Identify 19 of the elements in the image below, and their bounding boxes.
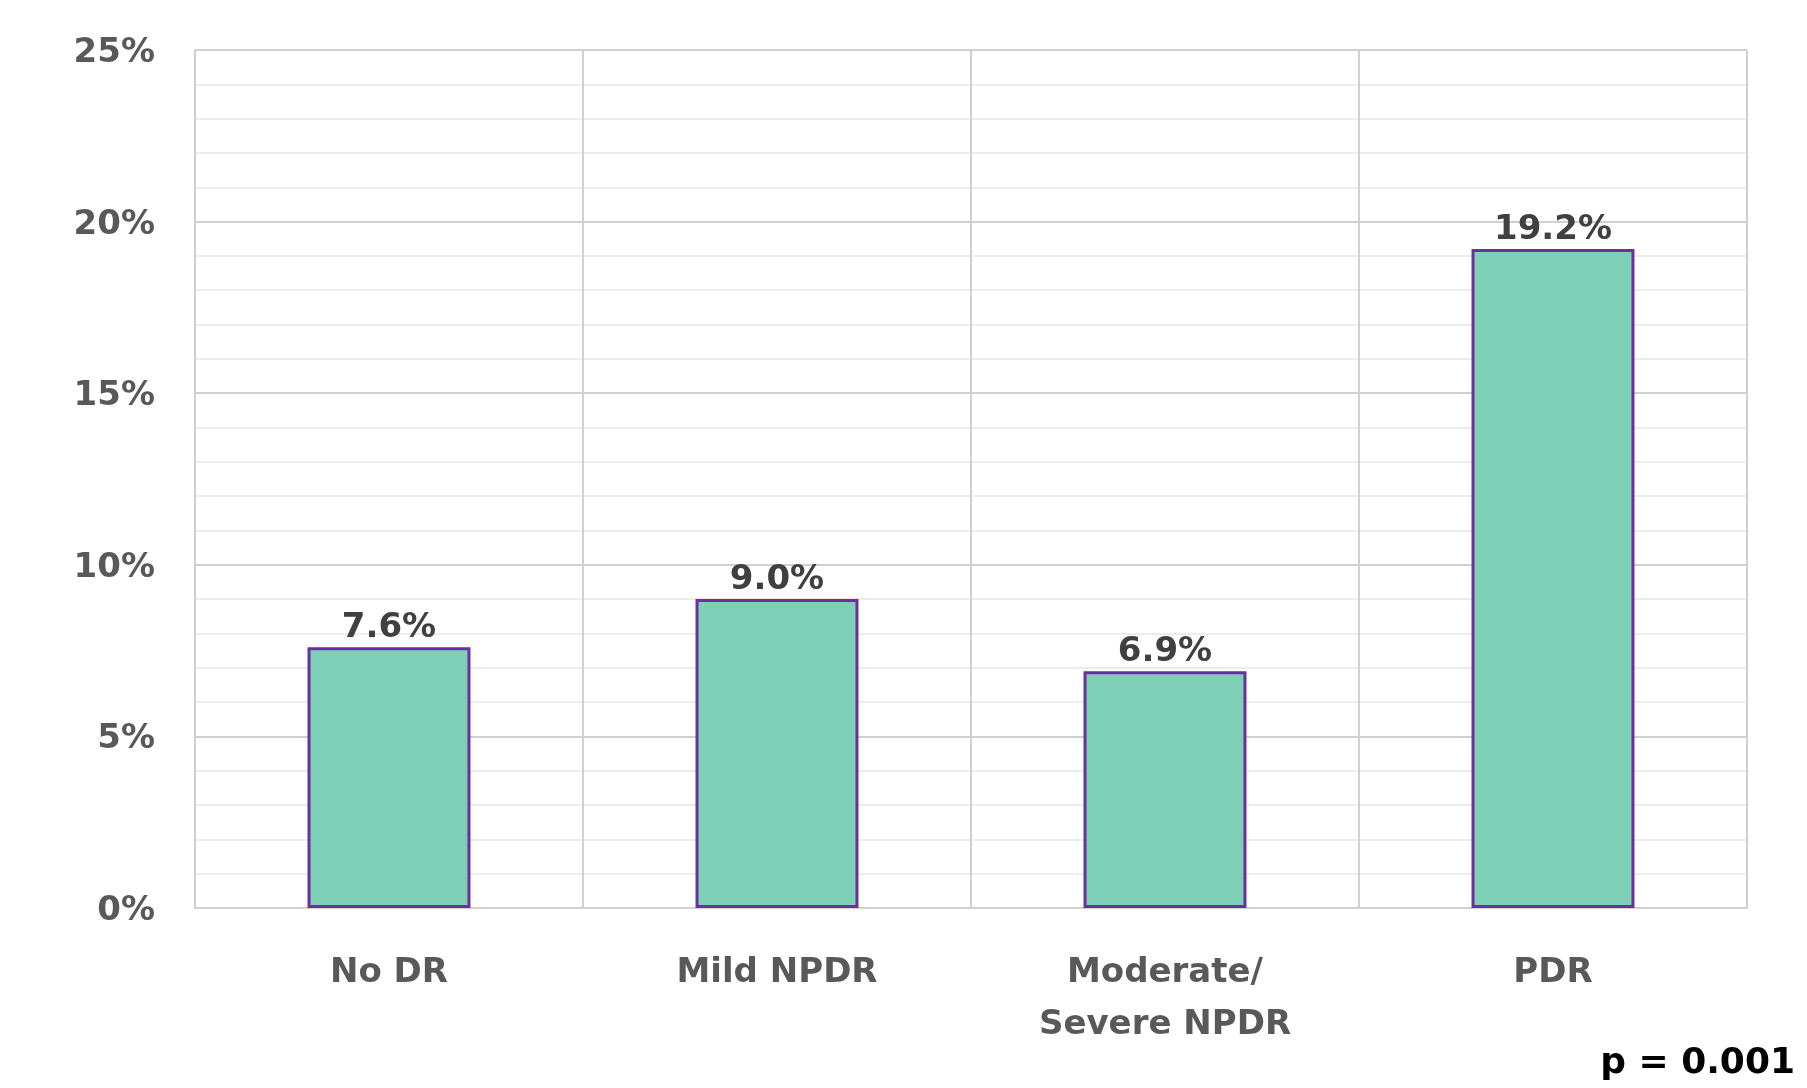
bar [1083,671,1247,908]
data-label: 6.9% [1117,629,1213,670]
x-tick-label: Mild NPDR [676,950,878,990]
x-tick-label: Moderate/ Severe NPDR [1038,950,1292,1042]
data-label: 9.0% [729,557,825,598]
bar [1471,249,1635,908]
y-tick-label: 0% [97,888,155,928]
x-tick-label: PDR [1513,950,1593,990]
y-tick-label: 20% [73,201,155,242]
y-tick-label: 25% [73,30,155,70]
y-tick-label: 15% [73,373,155,414]
data-label: 7.6% [341,605,437,646]
x-tick-label: No DR [329,950,449,990]
bar [695,599,859,908]
bar [307,647,471,908]
y-tick-label: 10% [73,544,155,585]
data-label: 19.2% [1494,207,1612,248]
y-tick-label: 5% [97,716,155,757]
text: p = 0.001 [1600,1039,1795,1081]
